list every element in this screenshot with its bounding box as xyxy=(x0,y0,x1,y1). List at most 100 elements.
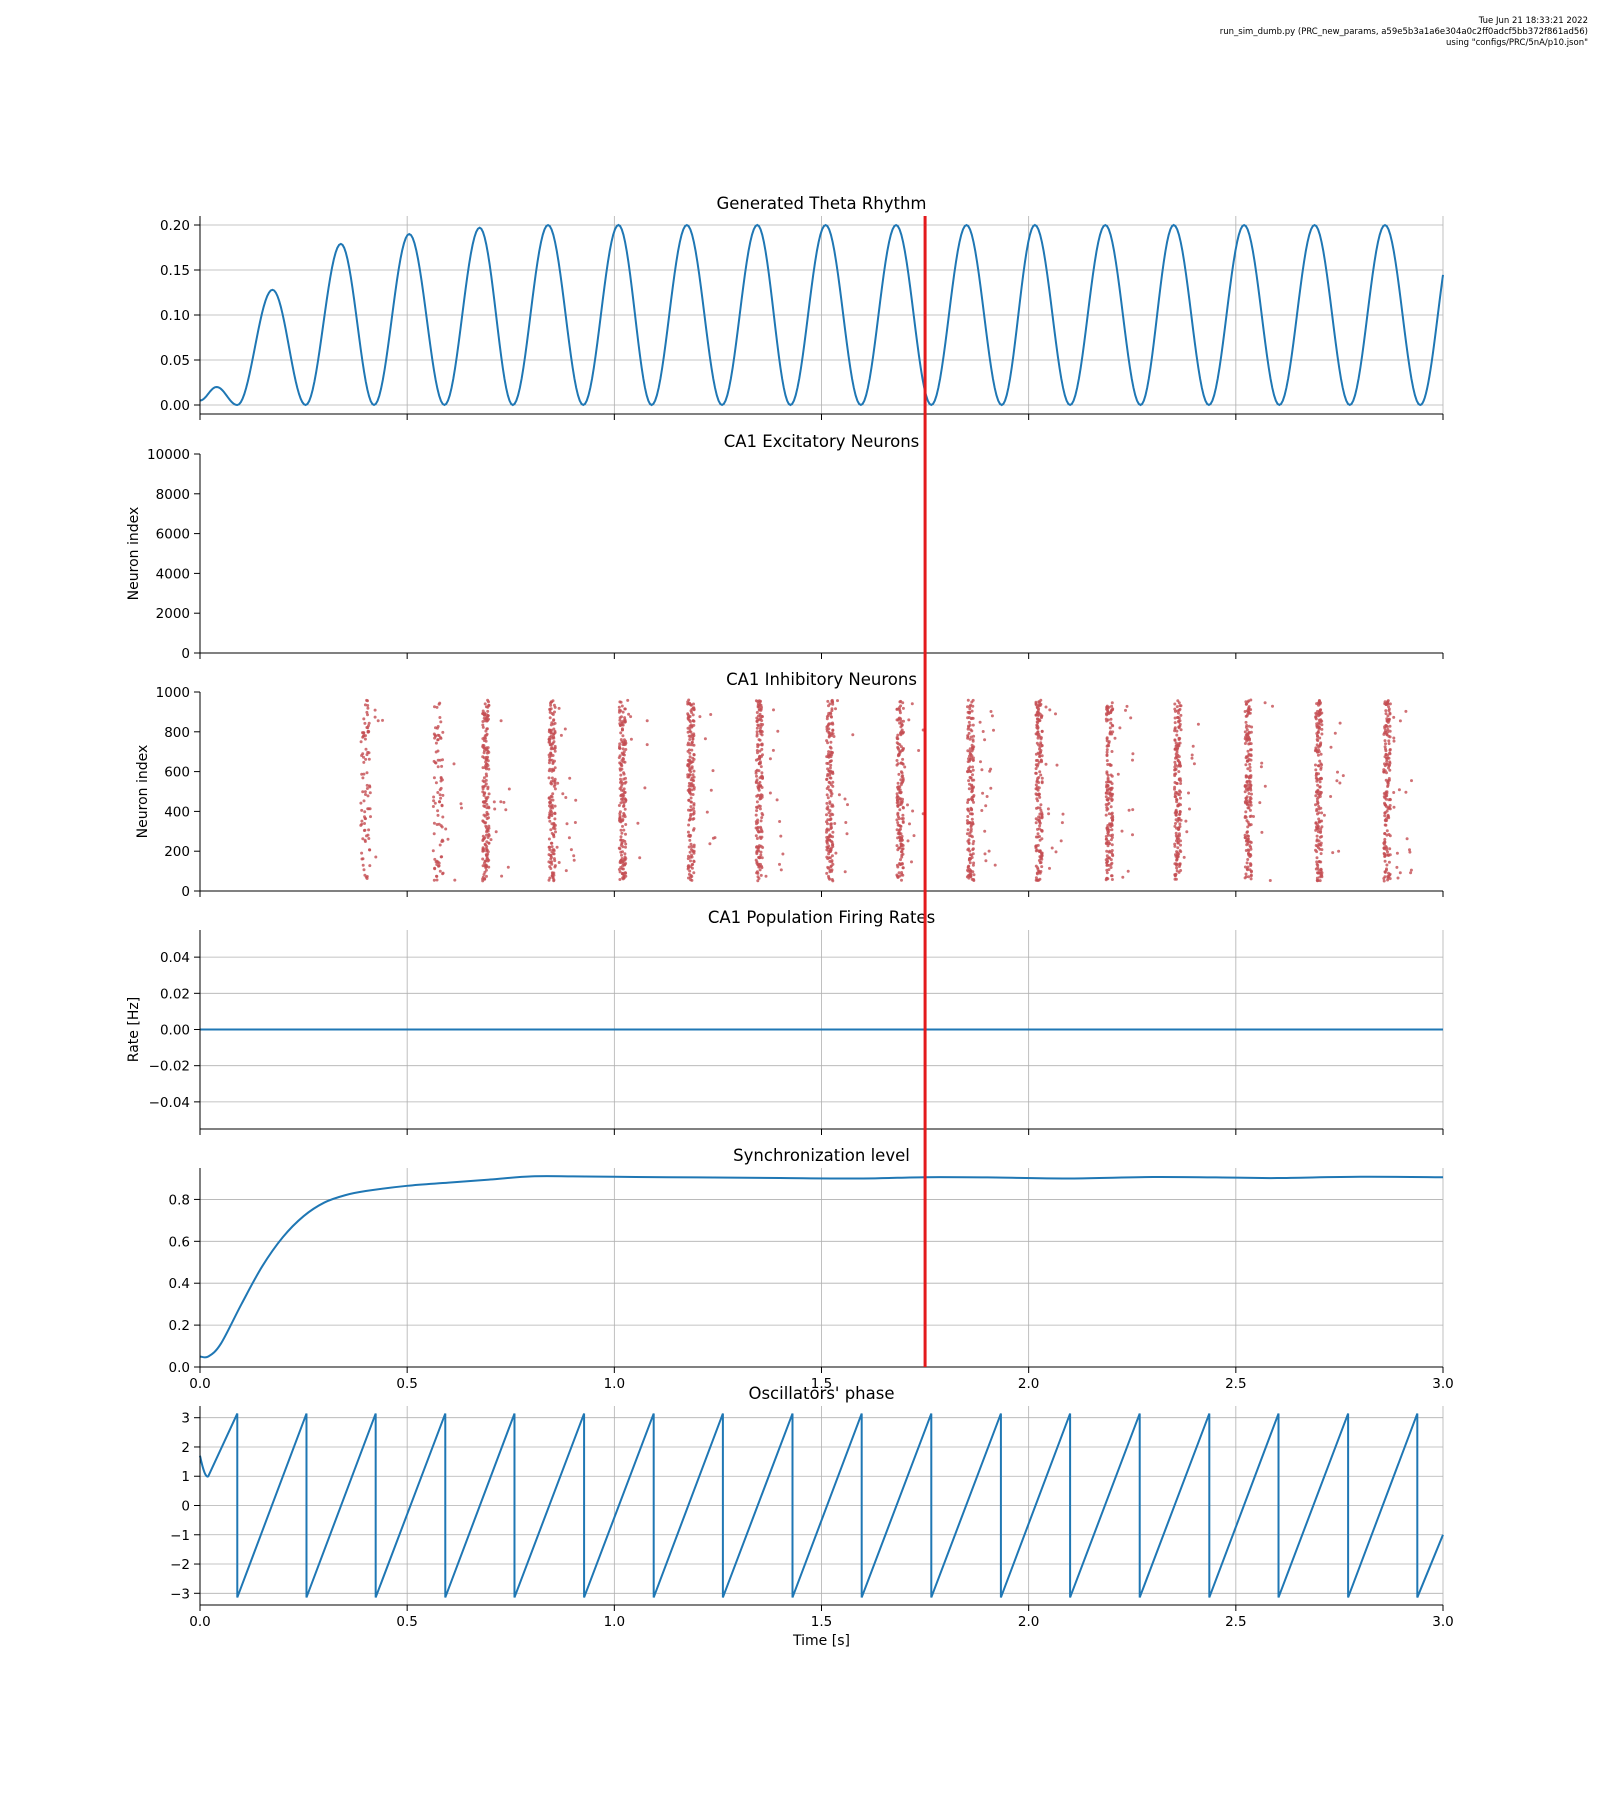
spike-point xyxy=(689,800,693,804)
spike-point xyxy=(1110,774,1114,778)
spike-point xyxy=(1034,771,1038,775)
spike-point xyxy=(624,800,628,803)
panel-title: CA1 Inhibitory Neurons xyxy=(726,670,917,689)
spike-point xyxy=(968,857,972,860)
spike-point xyxy=(901,821,905,824)
spike-point xyxy=(759,765,763,769)
spike-point xyxy=(433,801,437,805)
spike-point xyxy=(1177,755,1181,759)
y-tick-label: −0.04 xyxy=(149,1095,190,1111)
spike-point xyxy=(709,788,713,792)
spike-point xyxy=(1385,719,1389,723)
spike-point xyxy=(689,842,693,846)
spike-point xyxy=(1383,832,1387,836)
spike-point xyxy=(548,735,552,739)
spike-point xyxy=(553,787,557,791)
y-tick-label: 0.4 xyxy=(169,1276,190,1292)
spike-point xyxy=(553,749,557,753)
spike-point xyxy=(440,764,444,768)
spike-point xyxy=(754,780,758,784)
spike-point xyxy=(756,723,760,727)
spike-point xyxy=(826,713,830,717)
spike-point xyxy=(1316,739,1320,743)
spike-point xyxy=(359,740,363,744)
spike-point xyxy=(972,800,975,804)
spike-point xyxy=(969,869,973,873)
spike-point xyxy=(1315,797,1319,801)
x-tick-label: 3.0 xyxy=(1432,1376,1453,1392)
spike-point xyxy=(692,827,696,831)
spike-point xyxy=(1131,808,1135,812)
spike-point xyxy=(1038,806,1042,810)
spike-point xyxy=(829,740,833,744)
y-tick-label: 400 xyxy=(164,804,190,820)
spike-point xyxy=(489,838,493,842)
spike-point xyxy=(967,779,971,783)
spike-point xyxy=(972,878,976,881)
spike-point xyxy=(1104,878,1108,882)
spike-point xyxy=(433,761,437,765)
spike-point xyxy=(1319,831,1322,834)
y-tick-label: 4000 xyxy=(156,566,190,582)
spike-point xyxy=(1388,760,1392,764)
spike-point xyxy=(1386,730,1390,734)
spike-point xyxy=(1247,735,1251,739)
spike-point xyxy=(917,749,921,752)
spike-point xyxy=(829,822,833,826)
spike-point xyxy=(759,784,763,788)
spike-point xyxy=(624,857,628,860)
spike-point xyxy=(1173,873,1177,877)
spike-point xyxy=(1124,708,1127,712)
spike-point xyxy=(563,727,567,731)
spike-point xyxy=(486,764,490,767)
spike-point xyxy=(482,861,486,865)
spike-point xyxy=(828,809,832,813)
spike-point xyxy=(437,861,441,865)
spike-point xyxy=(830,751,834,754)
spike-point xyxy=(1173,716,1177,720)
spike-point xyxy=(825,787,829,790)
spike-point xyxy=(559,733,563,737)
spike-point xyxy=(895,759,899,762)
spike-point xyxy=(1248,738,1251,742)
spike-point xyxy=(689,855,693,859)
spike-point xyxy=(552,857,556,861)
spike-point xyxy=(969,735,973,739)
spike-point xyxy=(1176,841,1180,845)
spike-point xyxy=(1036,714,1040,717)
spike-point xyxy=(1386,728,1390,731)
spike-point xyxy=(363,822,366,825)
spike-point xyxy=(829,864,833,868)
spike-point xyxy=(432,878,436,882)
spike-point xyxy=(1243,876,1247,880)
spike-point xyxy=(1315,809,1319,813)
spike-point xyxy=(1116,772,1120,776)
spike-point xyxy=(1111,730,1115,734)
spike-point xyxy=(692,779,696,783)
spike-point xyxy=(1055,763,1059,767)
panel-title: Generated Theta Rhythm xyxy=(717,194,927,213)
spike-point xyxy=(899,783,903,786)
spike-point xyxy=(897,846,901,850)
spike-point xyxy=(758,707,762,711)
spike-point xyxy=(432,732,436,736)
spike-point xyxy=(481,819,485,823)
spike-point xyxy=(1245,838,1249,842)
spike-point xyxy=(758,703,762,707)
spike-point xyxy=(621,789,625,793)
spike-point xyxy=(899,858,902,862)
spike-point xyxy=(569,848,573,852)
spike-point xyxy=(900,855,904,859)
spike-point xyxy=(636,821,640,825)
spike-point xyxy=(1179,782,1183,785)
spike-point xyxy=(827,704,830,708)
spike-point xyxy=(970,817,974,821)
spike-point xyxy=(967,757,970,761)
spike-point xyxy=(621,734,625,738)
spike-point xyxy=(434,741,438,745)
spike-point xyxy=(373,715,377,719)
spike-point xyxy=(692,702,695,706)
spike-burst xyxy=(1034,698,1065,882)
spike-point xyxy=(778,862,781,866)
spike-point xyxy=(689,874,693,877)
